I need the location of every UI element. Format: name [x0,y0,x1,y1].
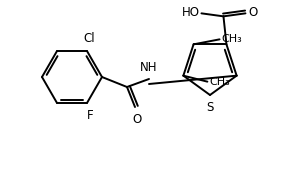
Text: O: O [132,113,142,126]
Text: CH₃: CH₃ [222,34,242,44]
Text: S: S [206,101,214,114]
Text: Cl: Cl [83,32,95,45]
Text: HO: HO [181,6,199,19]
Text: CH₃: CH₃ [209,77,230,87]
Text: O: O [248,6,258,19]
Text: NH: NH [140,61,158,74]
Text: F: F [87,109,93,122]
